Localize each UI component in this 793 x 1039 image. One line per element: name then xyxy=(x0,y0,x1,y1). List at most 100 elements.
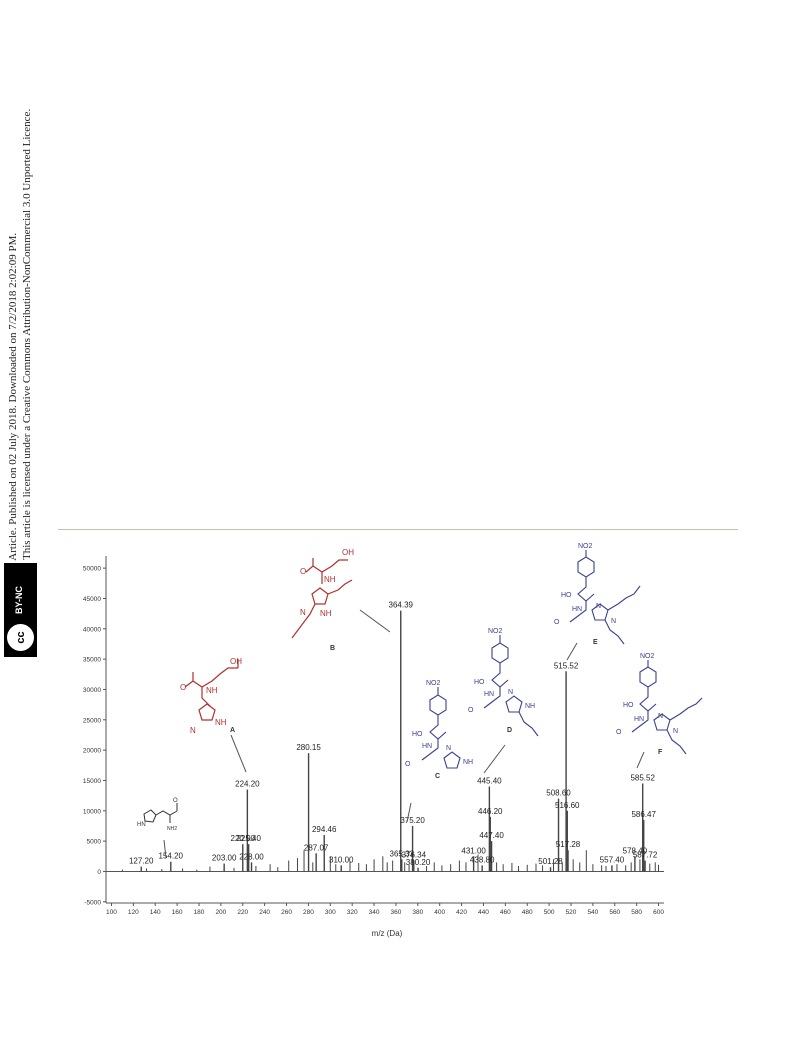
leader-line xyxy=(230,734,247,773)
structure-label-f: F xyxy=(658,749,663,756)
histidine-structure: O HN NH2 xyxy=(137,798,178,832)
sidebar-access-text: Open Access Article. Published on 02 Jul… xyxy=(7,232,19,620)
leader-line xyxy=(359,609,391,633)
leader-line xyxy=(636,751,645,769)
structure-f-chain-3 xyxy=(669,697,703,721)
peak-label: 587.72 xyxy=(633,851,658,860)
major-peaks xyxy=(140,610,646,872)
structure-b-ring xyxy=(311,587,329,605)
structure-a-bond xyxy=(201,687,211,707)
y-tick-label: -5000 xyxy=(84,899,101,906)
x-tick-label: 460 xyxy=(500,909,511,916)
structure-label-c: C xyxy=(435,773,440,780)
y-tick-label: 10000 xyxy=(83,808,101,815)
struct-c-label-n: N xyxy=(446,745,451,752)
peak-label: 294.46 xyxy=(312,825,337,834)
y-tick-label: 50000 xyxy=(83,566,101,573)
peak-label: 365.33 xyxy=(390,849,415,858)
struct-e-label-n2: N xyxy=(611,618,616,625)
x-tick-label: 580 xyxy=(631,909,642,916)
structure-d: NO2 HO HN N NH O D xyxy=(468,628,539,737)
structure-e-benzene xyxy=(577,556,595,578)
x-tick-label: 400 xyxy=(434,909,445,916)
struct-c-label-nh: NH xyxy=(463,759,473,766)
structure-e-chain-3 xyxy=(607,585,641,611)
struct-a-label-n: N xyxy=(190,726,196,735)
structure-a-ring xyxy=(198,703,216,721)
imidazole-ring xyxy=(143,809,157,823)
leader-lines xyxy=(163,609,645,859)
sidebar-license-text[interactable]: This article is licensed under a Creativ… xyxy=(21,108,33,560)
peak-label: 446.20 xyxy=(478,807,503,816)
struct-c-label-o: O xyxy=(405,761,411,768)
structure-c-ring xyxy=(443,751,461,769)
peak-label: 375.20 xyxy=(400,816,425,825)
peak-label: 557.40 xyxy=(600,855,625,864)
struct-a-label-nh-ring: NH xyxy=(215,718,227,727)
structure-c-chain xyxy=(429,715,447,740)
structure-label-d: D xyxy=(507,727,512,734)
license-badge[interactable]: BY-NC cc xyxy=(4,563,37,657)
structure-f: NO2 HO HN N N O F xyxy=(616,653,703,756)
peak-label: 508.60 xyxy=(546,789,571,798)
minor-peaks xyxy=(121,850,660,872)
y-tick-label: 30000 xyxy=(83,687,101,694)
struct-label-hn: HN xyxy=(137,822,146,828)
struct-b-label-nh: NH xyxy=(324,575,336,584)
struct-c-label-ho: HO xyxy=(412,731,423,738)
structure-f-chain-2 xyxy=(631,711,649,733)
peak-label: 585.52 xyxy=(630,773,655,782)
struct-a-label-oh: OH xyxy=(230,657,242,666)
structure-d-ring xyxy=(505,695,523,713)
structure-label-a: A xyxy=(230,727,235,734)
structure-d-benzene xyxy=(491,642,509,664)
peak-label: 364.39 xyxy=(389,601,414,610)
x-tick-label: 240 xyxy=(259,909,270,916)
x-tick-label: 360 xyxy=(391,909,402,916)
struct-f-label-no2: NO2 xyxy=(640,653,655,660)
x-tick-label: 560 xyxy=(609,909,620,916)
structure-label-e: E xyxy=(593,639,598,646)
peak-label: 280.15 xyxy=(296,743,321,752)
struct-d-label-o: O xyxy=(468,707,474,714)
peak-label: 516.60 xyxy=(555,801,580,810)
y-tick-label: 15000 xyxy=(83,778,101,785)
structure-e-chain-4 xyxy=(604,619,625,645)
struct-e-label-ho: HO xyxy=(561,592,572,599)
peak-label: 578.40 xyxy=(623,846,648,855)
structure-a: O NH OH N NH A xyxy=(180,657,242,735)
struct-c-label-no2: NO2 xyxy=(426,680,441,687)
struct-label-o: O xyxy=(173,798,178,804)
struct-b-label-o: O xyxy=(300,567,306,576)
struct-d-label-ho: HO xyxy=(474,679,485,686)
struct-f-label-o: O xyxy=(616,729,622,736)
struct-label-nh2: NH2 xyxy=(167,826,177,832)
peak-label: 501.28 xyxy=(538,857,563,866)
peak-label: 445.40 xyxy=(477,777,502,786)
page-divider xyxy=(58,529,738,530)
peak-label: 380.20 xyxy=(406,858,431,867)
structure-b-chain-2 xyxy=(327,579,353,595)
struct-e-label-hn: HN xyxy=(572,606,582,613)
struct-d-label-hn: HN xyxy=(484,691,494,698)
peak-label: 220.00 xyxy=(231,834,256,843)
structure-f-ring xyxy=(653,713,671,731)
x-tick-label: 600 xyxy=(653,909,664,916)
struct-b-label-oh: OH xyxy=(342,548,354,557)
chart-axes: -5000 0 5000 10000 15000 20000 25000 30000 35000… xyxy=(83,556,664,916)
struct-e-label-n: N xyxy=(596,603,601,610)
x-tick-label: 120 xyxy=(128,909,139,916)
peak-label: 154.20 xyxy=(159,852,184,861)
peak-label: 287.07 xyxy=(304,843,329,852)
y-tick-label: 0 xyxy=(97,869,101,876)
x-tick-label: 540 xyxy=(587,909,598,916)
cc-icon: cc xyxy=(7,624,34,651)
peak-label: 438.80 xyxy=(470,855,495,864)
x-tick-label: 300 xyxy=(325,909,336,916)
peak-label: 127.20 xyxy=(129,857,154,866)
leader-line xyxy=(483,744,506,774)
peak-label: 515.52 xyxy=(554,661,579,670)
peak-label: 203.00 xyxy=(212,854,237,863)
structure-c-benzene xyxy=(429,694,447,716)
struct-d-label-nh: NH xyxy=(525,703,535,710)
